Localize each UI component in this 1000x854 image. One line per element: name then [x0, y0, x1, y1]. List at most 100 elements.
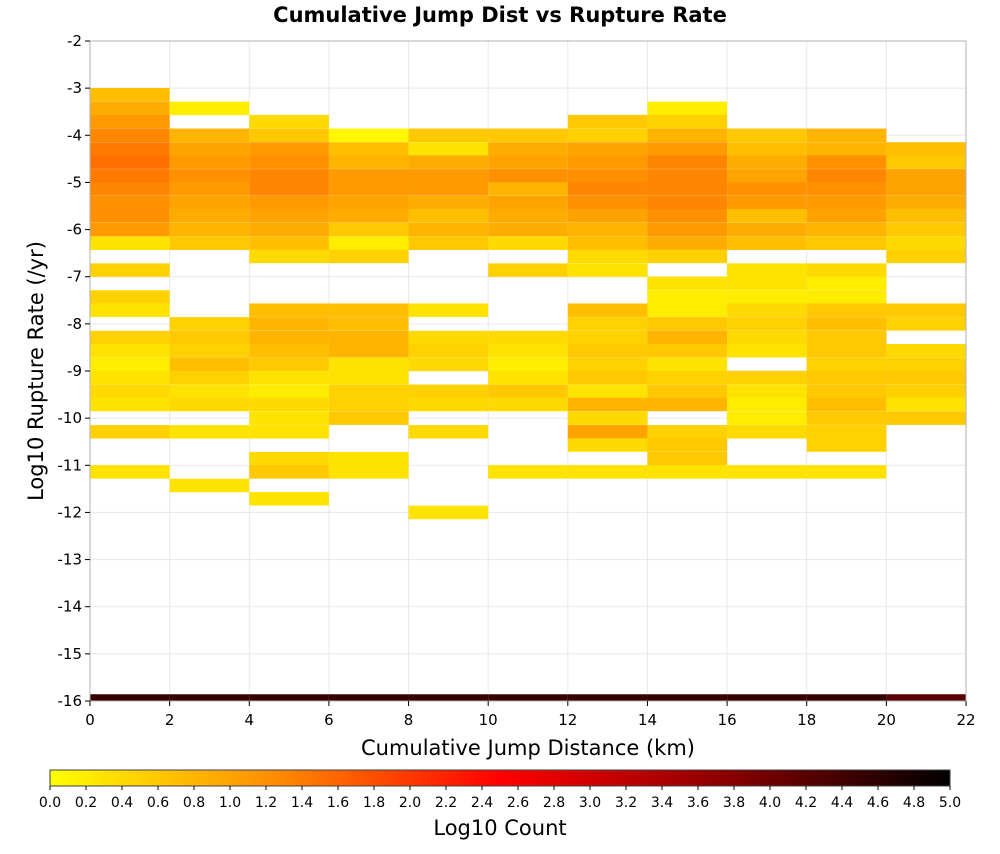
colorbar-tick-label: 0.4: [111, 795, 133, 811]
heatmap-cell: [169, 370, 250, 385]
heatmap-cell: [328, 317, 409, 331]
heatmap-cell: [90, 425, 170, 439]
colorbar-tick-label: 4.2: [795, 795, 817, 811]
heatmap-cell: [249, 317, 329, 331]
heatmap-cell: [328, 370, 409, 385]
heatmap-cell: [488, 222, 568, 237]
x-tick-label: 2: [165, 711, 175, 729]
heatmap-cell: [727, 276, 807, 291]
heatmap-cell: [408, 303, 489, 317]
heatmap-cell: [488, 370, 568, 385]
colorbar-tick-label: 2.8: [543, 795, 565, 811]
heatmap-cell: [90, 357, 170, 372]
colorbar-tick-label: 1.6: [327, 795, 349, 811]
heatmap-cell: [567, 236, 648, 250]
heatmap-cell: [647, 155, 728, 169]
heatmap-cell: [249, 492, 329, 506]
heatmap-cell: [249, 330, 329, 345]
heatmap-cell: [647, 142, 728, 156]
y-tick-label: -10: [58, 409, 83, 427]
heatmap-cell: [249, 411, 329, 425]
colorbar-tick-label: 3.6: [687, 795, 709, 811]
heatmap-cell: [647, 438, 728, 452]
heatmap-cell: [249, 397, 329, 412]
colorbar-label: Log10 Count: [433, 816, 566, 840]
heatmap-cell: [886, 209, 966, 223]
heatmap-cell: [806, 209, 887, 223]
heatmap-cell: [647, 169, 728, 183]
heatmap-cell: [727, 384, 807, 399]
x-tick-label: 10: [479, 711, 498, 729]
heatmap-cell: [90, 155, 170, 169]
heatmap-cell: [249, 249, 329, 264]
heatmap-cell: [647, 451, 728, 466]
heatmap-cell: [169, 397, 250, 412]
heatmap-cell: [249, 114, 329, 129]
heatmap-cell: [90, 182, 170, 196]
y-tick-label: -8: [67, 315, 82, 333]
heatmap-cell: [567, 128, 648, 143]
heatmap-cell: [567, 182, 648, 196]
heatmap-cell: [169, 694, 250, 701]
heatmap-cell: [647, 195, 728, 210]
heatmap-cell: [408, 343, 489, 358]
heatmap-cell: [90, 88, 170, 102]
heatmap-cell: [727, 209, 807, 223]
heatmap-cell: [408, 236, 489, 250]
heatmap-cell: [488, 357, 568, 372]
heatmap-cell: [567, 438, 648, 452]
heatmap-cell: [90, 370, 170, 385]
heatmap-cell: [169, 209, 250, 223]
colorbar-tick-label: 3.2: [615, 795, 637, 811]
heatmap-cell: [567, 384, 648, 399]
heatmap-cell: [488, 465, 568, 479]
heatmap-cell: [647, 303, 728, 317]
heatmap-cell: [806, 222, 887, 237]
heatmap-cell: [567, 303, 648, 317]
heatmap-cell: [727, 465, 807, 479]
colorbar-tick-label: 0.6: [147, 795, 169, 811]
heatmap-cell: [408, 155, 489, 169]
heatmap-cell: [886, 397, 966, 412]
heatmap-cell: [567, 114, 648, 129]
heatmap-cell: [249, 182, 329, 196]
heatmap-cell: [567, 169, 648, 183]
heatmap-cell: [647, 276, 728, 291]
heatmap-cell: [886, 142, 966, 156]
heatmap-cell: [647, 357, 728, 372]
x-tick-label: 18: [797, 711, 816, 729]
heatmap-cell: [647, 465, 728, 479]
heatmap-cell: [328, 465, 409, 479]
heatmap-cell: [90, 142, 170, 156]
colorbar-tick-label: 2.2: [435, 795, 457, 811]
heatmap-cell: [886, 694, 966, 701]
heatmap-cell: [249, 303, 329, 317]
heatmap-cell: [647, 290, 728, 304]
heatmap-cell: [328, 128, 409, 143]
heatmap-cell: [328, 182, 409, 196]
heatmap-cell: [727, 343, 807, 358]
heatmap-cell: [249, 195, 329, 210]
heatmap-cell: [488, 330, 568, 345]
y-tick-label: -13: [58, 551, 83, 569]
y-tick-label: -11: [58, 456, 83, 474]
heatmap-cell: [408, 357, 489, 372]
heatmap-cell: [488, 128, 568, 143]
heatmap-cells: [90, 88, 966, 701]
colorbar-tick-label: 1.8: [363, 795, 385, 811]
heatmap-cell: [806, 155, 887, 169]
heatmap-cell: [886, 411, 966, 425]
heatmap-cell: [328, 451, 409, 466]
heatmap-cell: [249, 465, 329, 479]
heatmap-cell: [567, 411, 648, 425]
heatmap-cell: [408, 425, 489, 439]
heatmap-cell: [488, 209, 568, 223]
heatmap-cell: [328, 236, 409, 250]
heatmap-cell: [806, 195, 887, 210]
heatmap-cell: [90, 397, 170, 412]
heatmap-cell: [90, 236, 170, 250]
heatmap-cell: [408, 195, 489, 210]
heatmap-cell: [488, 182, 568, 196]
heatmap-cell: [328, 343, 409, 358]
